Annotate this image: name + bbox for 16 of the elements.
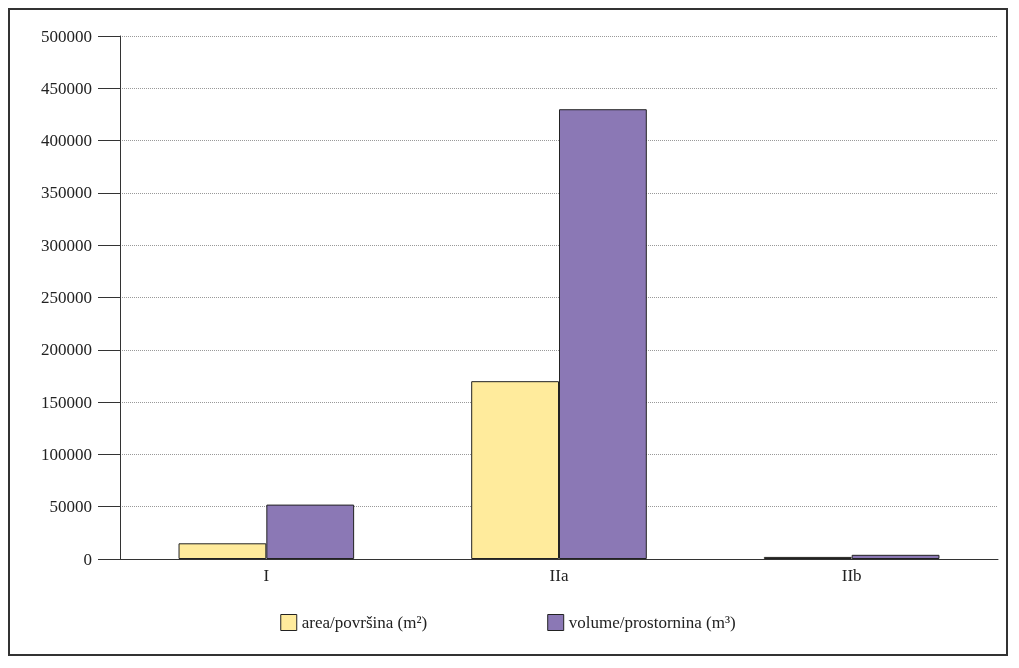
x-tick-label: IIa <box>549 566 569 585</box>
y-tick-label: 150000 <box>41 392 92 412</box>
y-tick-label: 100000 <box>41 444 92 464</box>
y-tick-label: 300000 <box>41 235 92 255</box>
y-tick-label: 450000 <box>41 78 92 98</box>
x-tick-label: IIb <box>841 566 862 585</box>
y-tick-label: 200000 <box>41 340 92 360</box>
y-tick-label: 400000 <box>41 131 92 151</box>
y-tick-label: 250000 <box>41 288 92 307</box>
legend-label: volume/prostornina (m³) <box>568 613 736 632</box>
y-tick-label: 50000 <box>49 497 92 517</box>
x-tick-label: I <box>263 566 270 585</box>
y-tick-label: 500000 <box>41 26 92 46</box>
legend-label: area/površina (m²) <box>301 613 428 632</box>
y-tick-label: 350000 <box>41 183 92 203</box>
y-tick-label: 0 <box>83 549 92 569</box>
